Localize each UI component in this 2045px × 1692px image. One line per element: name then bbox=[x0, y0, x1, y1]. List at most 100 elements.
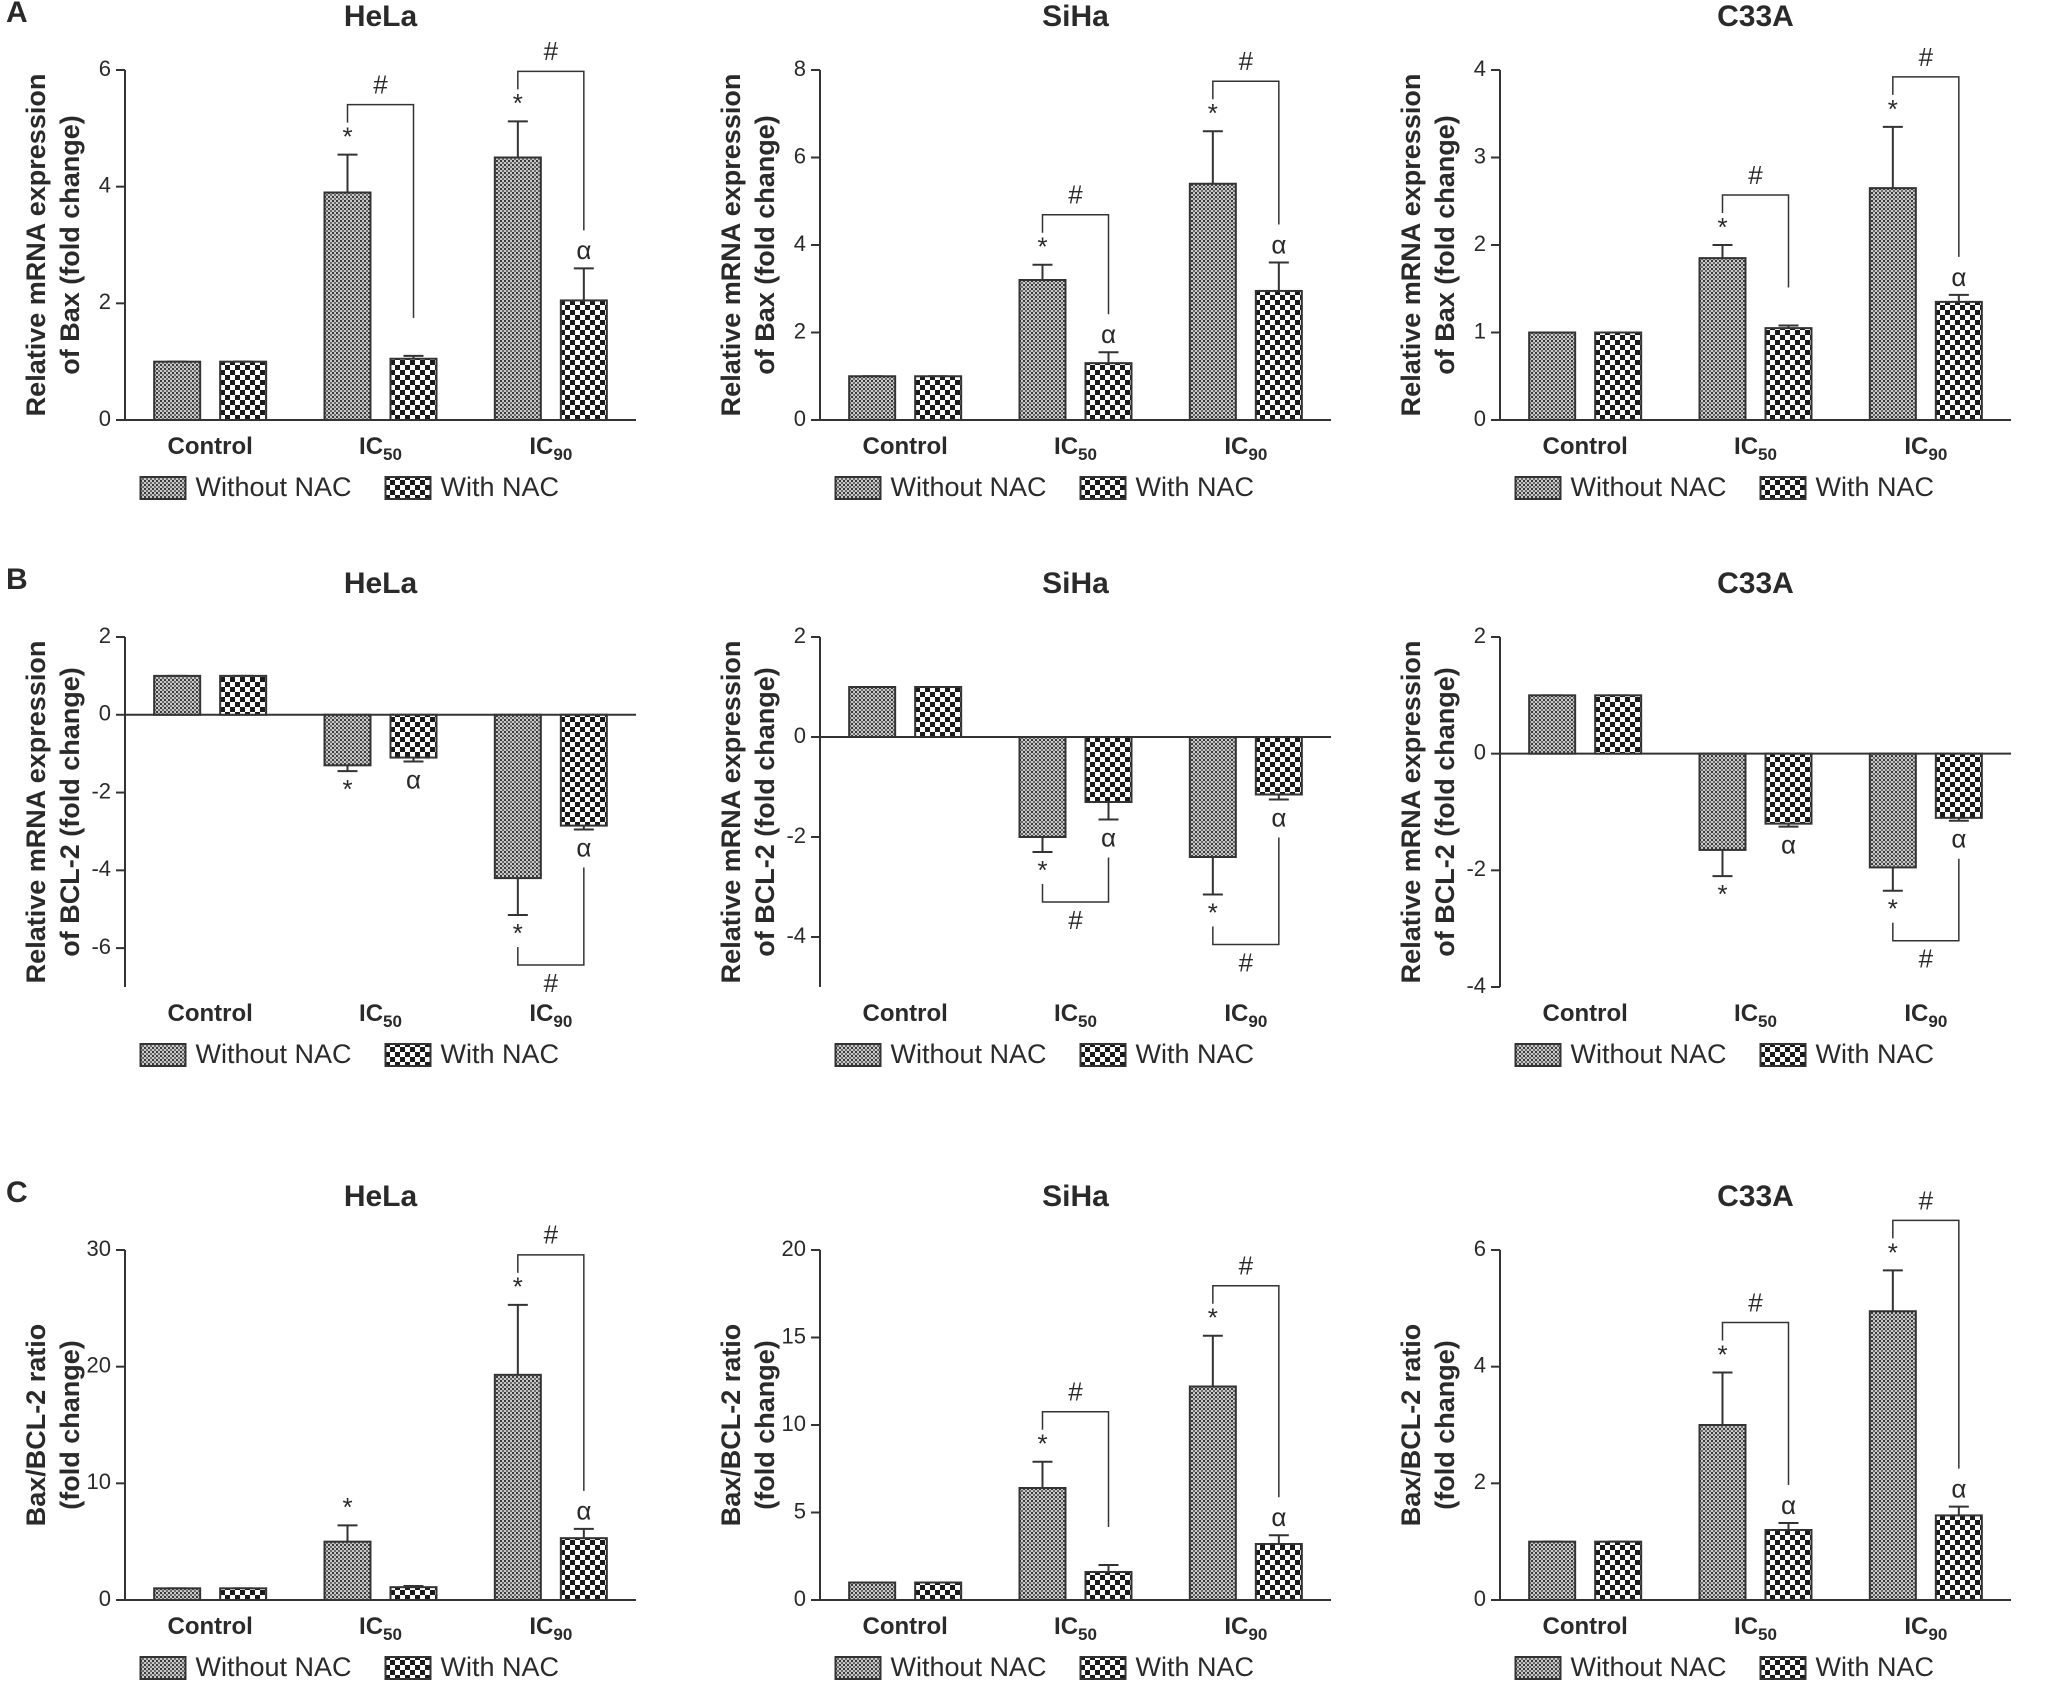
category-name: Control bbox=[863, 1613, 948, 1640]
significance-label: α bbox=[1271, 802, 1286, 832]
chart-title: SiHa bbox=[1042, 567, 1109, 600]
chart-panel: C33A Bax/BCL-2 ratio (fold change) 0 2 4 6 Cont… bbox=[1396, 1180, 2011, 1682]
x-tick-label: IC90 bbox=[1224, 1613, 1267, 1644]
category-subscript: 50 bbox=[383, 1012, 402, 1031]
category-subscript: 50 bbox=[1078, 445, 1097, 464]
bracket bbox=[1721, 194, 1790, 288]
bar bbox=[1868, 752, 1917, 869]
bar bbox=[219, 1587, 268, 1602]
x-tick-label: IC90 bbox=[529, 1000, 572, 1031]
legend-swatch bbox=[384, 476, 432, 500]
significance-label: α bbox=[1101, 822, 1116, 852]
significance-label: α bbox=[576, 235, 591, 265]
y-tick-label: 2 bbox=[99, 289, 111, 314]
significance-label: α bbox=[1271, 1502, 1286, 1532]
bracket bbox=[1212, 1285, 1280, 1498]
significance-label: * bbox=[1037, 232, 1047, 262]
y-tick-label: 3 bbox=[1474, 143, 1486, 168]
significance-label: * bbox=[1208, 897, 1218, 927]
significance-label: α bbox=[1951, 824, 1966, 854]
significance-label: * bbox=[342, 121, 352, 151]
chart-title: C33A bbox=[1717, 567, 1794, 600]
y-axis-label: Relative mRNA expression bbox=[716, 641, 746, 984]
chart-title: HeLa bbox=[344, 0, 418, 33]
y-axis-label: Relative mRNA expression bbox=[1396, 74, 1426, 417]
y-tick-label: 10 bbox=[87, 1469, 111, 1494]
legend-swatch bbox=[139, 1043, 187, 1067]
category-name: IC bbox=[1054, 1000, 1078, 1027]
bar bbox=[1528, 694, 1577, 755]
x-tick-label: Control bbox=[1543, 1613, 1628, 1640]
y-tick-label: 0 bbox=[794, 723, 806, 748]
significance-label: * bbox=[513, 1272, 523, 1302]
bracket bbox=[1212, 80, 1280, 225]
chart-title: SiHa bbox=[1042, 0, 1109, 33]
bar bbox=[1594, 331, 1643, 421]
y-axis-label: of Bax (fold change) bbox=[1430, 115, 1460, 375]
y-tick-label: 0 bbox=[99, 406, 111, 431]
legend-label: With NAC bbox=[1136, 1652, 1255, 1682]
legend-swatch bbox=[1079, 476, 1127, 500]
significance-label: * bbox=[1208, 1303, 1218, 1333]
significance-label: * bbox=[1717, 1339, 1727, 1369]
legend-label: Without NAC bbox=[891, 1652, 1047, 1682]
category-subscript: 90 bbox=[1248, 445, 1267, 464]
category-name: IC bbox=[1224, 433, 1248, 460]
x-tick-label: Control bbox=[168, 1613, 253, 1640]
category-subscript: 50 bbox=[1078, 1625, 1097, 1644]
category-name: IC bbox=[359, 433, 383, 460]
significance-label: α bbox=[576, 1496, 591, 1526]
chart-panel: C33A Relative mRNA expression of BCL-2 (fo… bbox=[1396, 567, 2011, 1069]
x-tick-label: IC90 bbox=[1224, 1000, 1267, 1031]
y-axis-label: (fold change) bbox=[1430, 1340, 1460, 1510]
bar bbox=[1188, 736, 1237, 858]
y-tick-label: 2 bbox=[794, 318, 806, 343]
significance-label: α bbox=[576, 832, 591, 862]
y-axis-label: of Bax (fold change) bbox=[750, 115, 780, 375]
bar bbox=[1698, 1424, 1747, 1601]
bar bbox=[1254, 289, 1303, 421]
bar bbox=[559, 713, 608, 827]
bracket bbox=[517, 867, 585, 966]
y-axis-label: Bax/BCL-2 ratio bbox=[716, 1324, 746, 1527]
bracket-label: # bbox=[1239, 1251, 1254, 1281]
bar bbox=[1594, 1540, 1643, 1601]
y-axis-label: Relative mRNA expression bbox=[716, 74, 746, 417]
legend-label: With NAC bbox=[1136, 472, 1255, 502]
y-axis-label: (fold change) bbox=[750, 1340, 780, 1510]
legend-label: Without NAC bbox=[196, 472, 352, 502]
bar bbox=[153, 1587, 202, 1602]
legend-label: With NAC bbox=[1816, 1039, 1935, 1069]
bracket-label: # bbox=[1748, 1287, 1763, 1317]
bar bbox=[493, 713, 542, 880]
panel-letter: B bbox=[6, 563, 28, 596]
x-tick-label: Control bbox=[863, 1613, 948, 1640]
x-tick-label: IC90 bbox=[1904, 1613, 1947, 1644]
y-tick-label: 4 bbox=[1474, 1352, 1486, 1377]
x-tick-label: Control bbox=[168, 433, 253, 460]
legend-swatch bbox=[1514, 476, 1562, 500]
significance-label: α bbox=[1781, 1490, 1796, 1520]
bar bbox=[1254, 736, 1303, 796]
significance-label: α bbox=[406, 764, 421, 794]
chart-panel: C HeLa Bax/BCL-2 ratio (fold change) 0 10 20 30… bbox=[6, 1176, 636, 1682]
x-tick-label: IC90 bbox=[1904, 433, 1947, 464]
legend-swatch bbox=[384, 1656, 432, 1680]
legend-label: Without NAC bbox=[1571, 472, 1727, 502]
bar bbox=[323, 713, 372, 767]
chart-title: C33A bbox=[1717, 0, 1794, 33]
category-name: IC bbox=[1054, 1613, 1078, 1640]
bracket bbox=[1041, 857, 1110, 903]
category-name: Control bbox=[168, 433, 253, 460]
bar bbox=[1254, 1543, 1303, 1601]
category-name: IC bbox=[1904, 1000, 1928, 1027]
y-tick-label: 30 bbox=[87, 1236, 111, 1261]
legend-label: With NAC bbox=[1816, 472, 1935, 502]
category-name: IC bbox=[1904, 1613, 1928, 1640]
category-subscript: 50 bbox=[1758, 445, 1777, 464]
category-subscript: 90 bbox=[1928, 1625, 1947, 1644]
x-tick-label: Control bbox=[1543, 433, 1628, 460]
bar bbox=[1868, 187, 1917, 421]
bracket-label: # bbox=[1919, 42, 1934, 72]
x-tick-label: IC50 bbox=[1054, 433, 1097, 464]
